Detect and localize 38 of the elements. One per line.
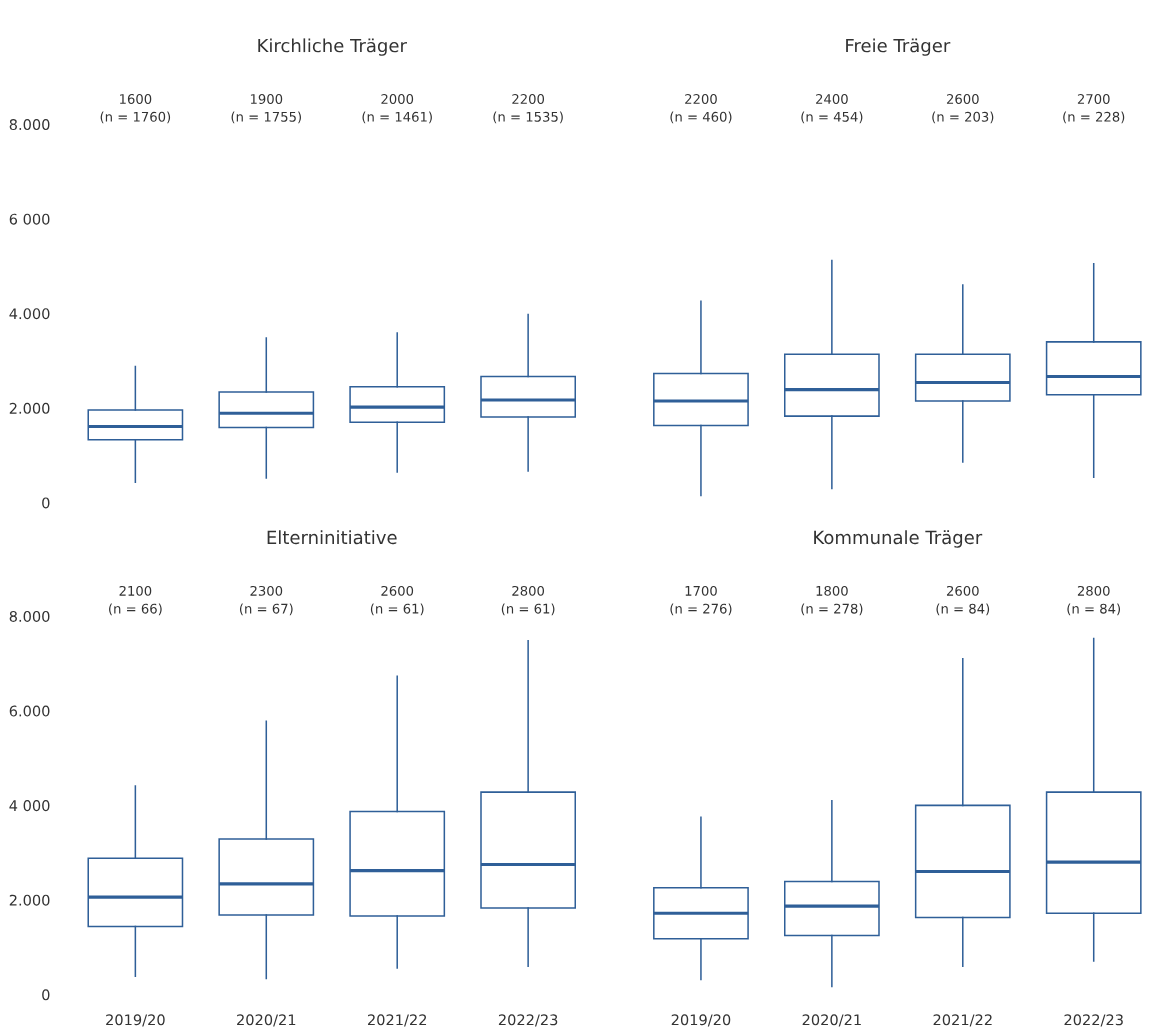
y-tick-label: 2.000 <box>9 894 50 906</box>
y-tick-label: 6.000 <box>9 705 50 717</box>
x-tick-label: 2022/23 <box>1064 1014 1123 1027</box>
text: 2600 (n = 84) <box>936 585 990 616</box>
y-tick-label: 0 <box>42 989 50 1001</box>
text: 2800 (n = 61) <box>501 585 555 616</box>
x-tick-label: 2019/20 <box>106 1014 165 1027</box>
x-tick-label: 2021/22 <box>933 1014 992 1027</box>
x-tick-label: 2022/23 <box>498 1014 558 1027</box>
text: 2400 (n = 454) <box>801 94 863 124</box>
text: 2800 (n = 84) <box>1067 585 1121 616</box>
y-tick-label: 0 <box>42 497 50 509</box>
y-tick-label: 8.000 <box>9 119 50 131</box>
y-tick-label: 6 000 <box>9 213 50 225</box>
y-tick-label: 2.000 <box>9 402 50 414</box>
text: 1900 (n = 1755) <box>231 94 301 124</box>
x-tick-label: 2020/21 <box>237 1014 296 1027</box>
text: 1600 (n = 1760) <box>100 94 171 124</box>
y-tick-label: 4 000 <box>9 800 50 812</box>
chart-title: Freie Träger <box>846 38 951 56</box>
text: 1800 (n = 278) <box>801 585 863 616</box>
text: 2600 (n = 61) <box>370 585 424 616</box>
chart-title: Kommunale Träger <box>814 530 983 548</box>
text: 2200 (n = 1535) <box>493 94 563 124</box>
x-tick-label: 2019/20 <box>671 1014 731 1027</box>
text: 2700 (n = 228) <box>1063 94 1125 124</box>
text: 2200 (n = 460) <box>670 94 732 124</box>
chart-title: Elterninitiative <box>267 530 397 545</box>
x-tick-label: 2021/22 <box>367 1014 427 1027</box>
x-tick-label: 2020/21 <box>802 1014 861 1027</box>
y-tick-label: 8.000 <box>9 610 50 622</box>
chart-title: Kirchliche Träger <box>258 38 407 56</box>
text: 2000 (n = 1461) <box>362 94 432 124</box>
text: 2100 (n = 66) <box>109 585 162 616</box>
y-tick-label: 4.000 <box>9 308 50 320</box>
text: 2600 (n = 203) <box>932 94 994 124</box>
text: 1700 (n = 276) <box>670 585 732 616</box>
text: 2300 (n = 67) <box>239 585 293 616</box>
